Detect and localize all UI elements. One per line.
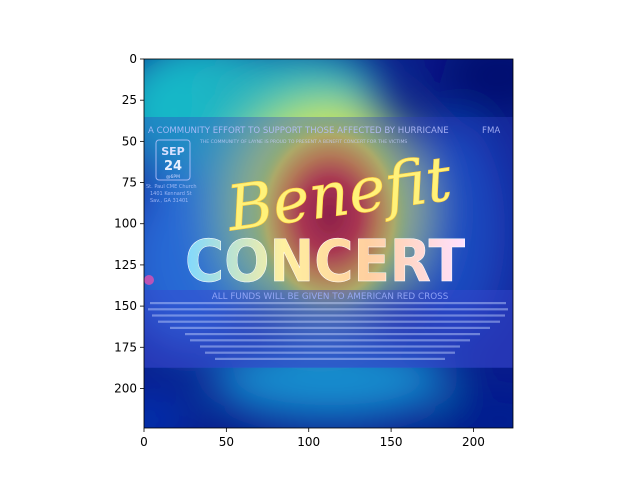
heatmap-image: A COMMUNITY EFFORT TO SUPPORT THOSE AFFE… bbox=[144, 59, 513, 428]
x-tick-label: 50 bbox=[219, 435, 234, 449]
credit-line bbox=[215, 357, 445, 360]
credit-line bbox=[200, 345, 460, 348]
credit-line bbox=[158, 320, 500, 323]
poster-title-block: CONCERT bbox=[185, 227, 465, 295]
venue-line: Sav., GA 31401 bbox=[150, 198, 188, 204]
credit-line bbox=[190, 339, 470, 342]
y-tick-label: 175 bbox=[114, 340, 137, 354]
credit-line bbox=[150, 302, 506, 305]
poster-subheader: THE COMMUNITY OF LAYNE IS PROUD TO PRESE… bbox=[199, 139, 407, 145]
credit-line bbox=[170, 326, 490, 329]
venue-line: St. Paul CME Church bbox=[146, 184, 197, 190]
poster-funds-line: ALL FUNDS WILL BE GIVEN TO AMERICAN RED … bbox=[212, 292, 449, 302]
y-tick-label: 50 bbox=[122, 134, 137, 148]
poster-header: A COMMUNITY EFFORT TO SUPPORT THOSE AFFE… bbox=[148, 126, 449, 136]
date-day: 24 bbox=[164, 159, 182, 174]
x-tick-label: 200 bbox=[462, 435, 485, 449]
venue-block: St. Paul CME Church 1401 Kennard St Sav.… bbox=[146, 184, 197, 204]
y-tick-label: 200 bbox=[114, 381, 137, 395]
y-tick-label: 150 bbox=[114, 299, 137, 313]
y-tick-label: 75 bbox=[122, 176, 137, 190]
heatmap-hotspot bbox=[250, 115, 410, 315]
date-time: @6PM bbox=[166, 174, 180, 180]
date-month: SEP bbox=[161, 145, 185, 158]
y-tick-label: 100 bbox=[114, 217, 137, 231]
x-axis: 0 50 100 150 200 bbox=[140, 428, 485, 449]
y-axis: 0 25 50 75 100 125 150 175 200 bbox=[114, 52, 144, 395]
x-tick-label: 0 bbox=[140, 435, 148, 449]
poster-dot-icon bbox=[144, 275, 154, 285]
venue-line: 1401 Kennard St bbox=[150, 191, 192, 197]
x-tick-label: 100 bbox=[297, 435, 320, 449]
x-tick-label: 150 bbox=[380, 435, 403, 449]
y-tick-label: 0 bbox=[129, 52, 137, 66]
axes-frame bbox=[143, 58, 514, 429]
y-tick-label: 125 bbox=[114, 258, 137, 272]
credit-line bbox=[185, 333, 480, 336]
credit-line bbox=[205, 351, 455, 354]
credit-line bbox=[152, 314, 505, 317]
y-tick-label: 25 bbox=[122, 93, 137, 107]
poster-credit-lines bbox=[148, 302, 508, 360]
date-badge: SEP 24 @6PM bbox=[155, 139, 191, 181]
poster-header-suffix: FMA bbox=[482, 126, 500, 136]
poster-credits-area bbox=[144, 290, 513, 368]
poster-band bbox=[144, 117, 513, 367]
credit-line bbox=[148, 308, 508, 311]
